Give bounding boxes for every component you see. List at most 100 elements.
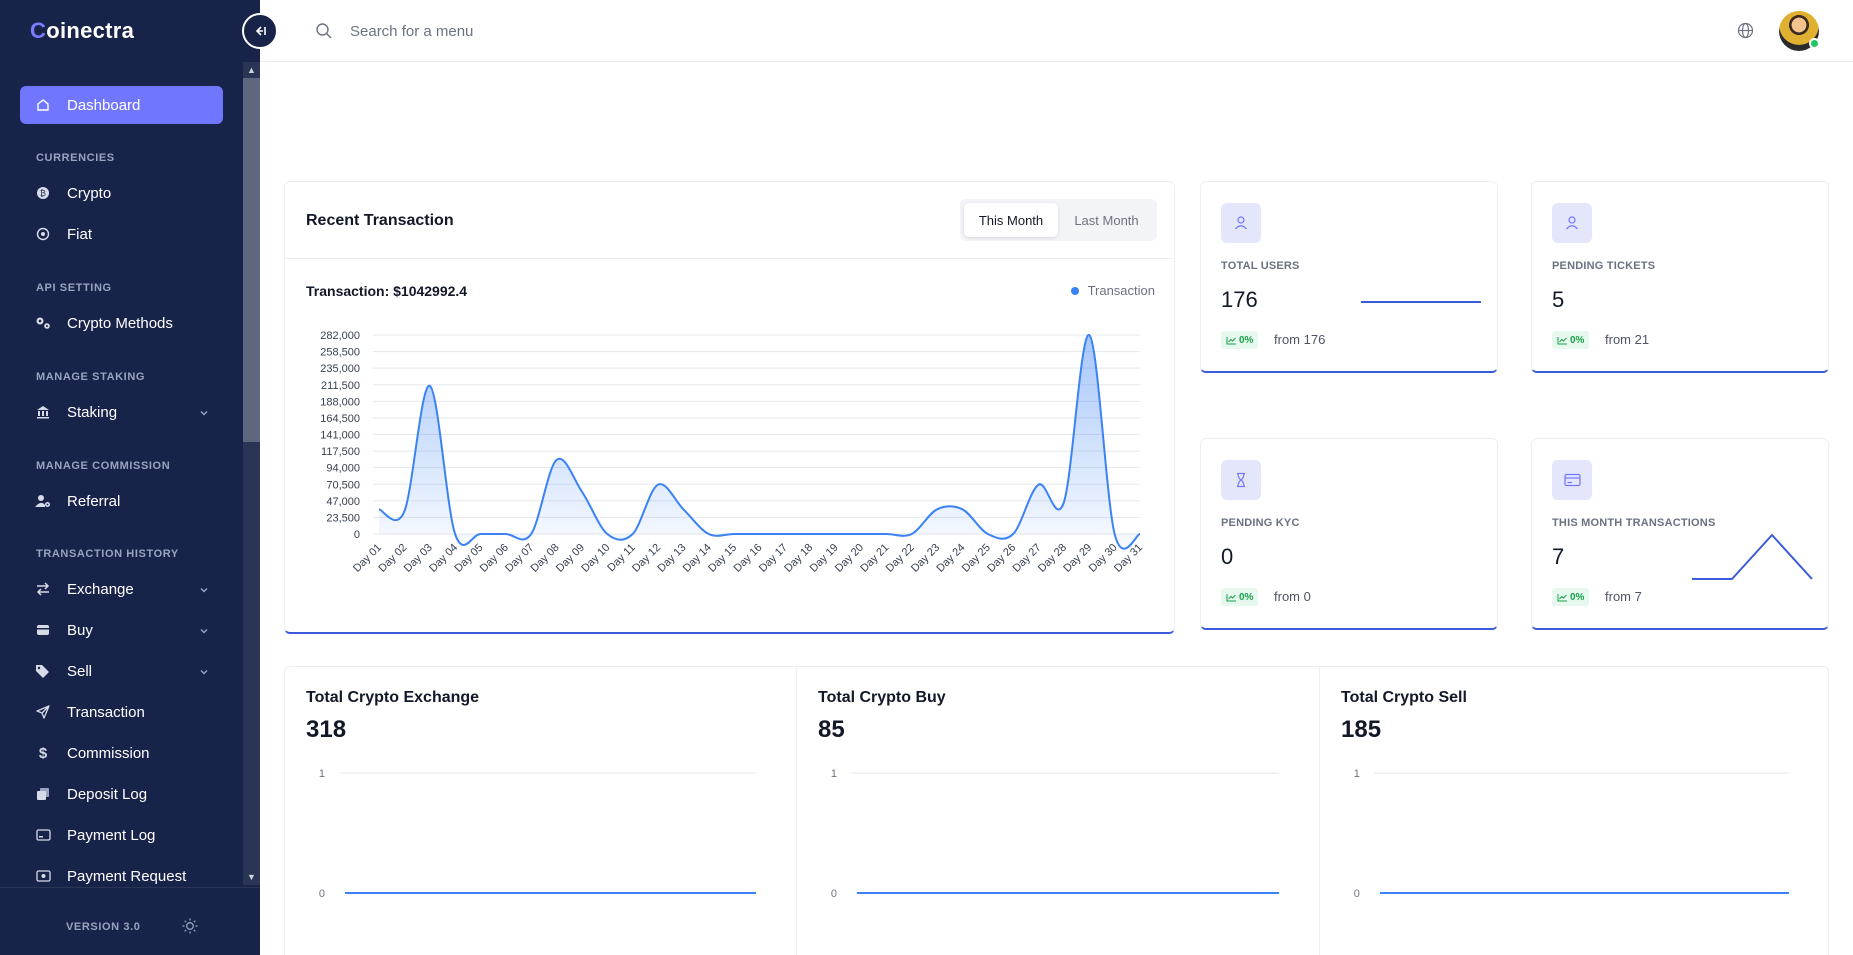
user-icon	[1552, 203, 1592, 243]
card-icon	[34, 826, 52, 844]
y-tick-label: 0	[831, 888, 837, 900]
sun-icon[interactable]	[181, 917, 199, 935]
stat-value: 176	[1221, 287, 1258, 312]
money-bill-icon	[34, 867, 52, 885]
chevron-down-icon	[199, 664, 209, 681]
sidebar-item-referral[interactable]: Referral	[20, 482, 223, 520]
chevron-down-icon	[199, 405, 209, 422]
chevron-down-icon	[199, 623, 209, 640]
y-tick-label: 23,500	[326, 512, 360, 524]
sidebar-item-buy[interactable]: Buy	[20, 611, 223, 649]
y-tick-label: 0	[319, 888, 325, 900]
fiat-coin-icon	[34, 225, 52, 243]
scrollbar-thumb[interactable]	[243, 78, 260, 442]
trend-up-icon	[1557, 593, 1567, 601]
sidebar-item-label: Fiat	[67, 225, 93, 243]
y-tick-label: 47,000	[326, 496, 360, 508]
section-currencies: CURRENCIES	[36, 152, 115, 164]
y-tick-label: 0	[1354, 888, 1360, 900]
panel-title: Total Crypto Buy	[818, 689, 946, 706]
sidebar-item-label: Exchange	[67, 580, 134, 598]
sidebar-collapse-button[interactable]	[242, 13, 278, 49]
search-input[interactable]	[350, 18, 750, 44]
stat-change-value: 0%	[1570, 334, 1585, 346]
stat-label: THIS MONTH TRANSACTIONS	[1552, 517, 1716, 529]
chevron-down-icon	[199, 582, 209, 599]
sidebar-item-crypto[interactable]: ₿ Crypto	[20, 174, 223, 212]
sidebar-item-exchange[interactable]: Exchange	[20, 570, 223, 608]
sidebar-nav: Dashboard CURRENCIES ₿ Crypto Fiat API S…	[0, 62, 243, 885]
y-tick-label: 235,000	[320, 363, 360, 375]
sparkline-this-month-transactions	[1692, 534, 1813, 580]
stat-from: from 0	[1274, 589, 1311, 604]
sidebar-item-payment-request[interactable]: Payment Request	[20, 857, 223, 885]
sidebar-item-dashboard[interactable]: Dashboard	[20, 86, 223, 124]
stat-card-pending-tickets: PENDING TICKETS 5 0% from 21	[1531, 181, 1829, 373]
sidebar-item-label: Payment Request	[67, 867, 187, 885]
stat-value: 7	[1552, 544, 1565, 569]
section-manage-staking: MANAGE STAKING	[36, 371, 146, 383]
total-crypto-buy-chart: 01	[831, 768, 1280, 900]
y-tick-label: 282,000	[320, 330, 360, 342]
home-icon	[34, 96, 52, 114]
tab-this-month[interactable]: This Month	[964, 203, 1058, 237]
user-gear-icon	[34, 492, 52, 510]
sidebar-item-transaction[interactable]: Transaction	[20, 693, 223, 731]
sidebar-item-label: Dashboard	[67, 96, 141, 114]
sidebar-item-fiat[interactable]: Fiat	[20, 215, 223, 253]
chart-legend[interactable]: Transaction	[1070, 283, 1155, 298]
y-tick-label: 0	[354, 529, 360, 541]
scroll-up-icon[interactable]: ▲	[247, 65, 256, 75]
user-icon	[1221, 203, 1261, 243]
sidebar-item-label: Staking	[67, 403, 118, 421]
sidebar-item-label: Deposit Log	[67, 785, 148, 803]
svg-text:₿: ₿	[40, 189, 46, 198]
gears-icon	[34, 314, 52, 332]
sidebar-item-label: Buy	[67, 621, 93, 639]
y-tick-label: 1	[1354, 768, 1360, 780]
topbar	[260, 0, 1853, 62]
stat-change-value: 0%	[1239, 334, 1254, 346]
y-tick-label: 1	[319, 768, 325, 780]
search-icon	[315, 22, 333, 40]
sidebar-item-label: Crypto	[67, 184, 112, 202]
recent-transaction-title: Recent Transaction	[306, 212, 454, 229]
stat-change-badge: 0%	[1552, 588, 1590, 606]
sidebar: Coinectra Dashboard CURRENCIES ₿ Crypto …	[0, 0, 260, 955]
legend-label: Transaction	[1087, 283, 1155, 298]
y-tick-label: 1	[831, 768, 837, 780]
total-crypto-sell-chart: 01	[1354, 768, 1790, 900]
sidebar-item-staking[interactable]: Staking	[20, 393, 223, 431]
sidebar-item-label: Commission	[67, 744, 150, 762]
avatar[interactable]	[1779, 11, 1820, 51]
section-manage-commission: MANAGE COMMISSION	[36, 460, 171, 472]
sidebar-item-label: Crypto Methods	[67, 314, 173, 332]
sidebar-scrollbar[interactable]: ▲ ▼	[243, 62, 260, 885]
sidebar-item-deposit-log[interactable]: Deposit Log	[20, 775, 223, 813]
online-status-dot	[1809, 38, 1820, 49]
sidebar-item-commission[interactable]: $ Commission	[20, 734, 223, 772]
logo-rest: oinectra	[46, 18, 135, 43]
trend-up-icon	[1226, 336, 1236, 344]
globe-icon[interactable]	[1737, 22, 1754, 39]
transaction-total: Transaction: $1042992.4	[306, 283, 468, 299]
sidebar-item-sell[interactable]: Sell	[20, 652, 223, 690]
panel-value: 318	[306, 716, 347, 743]
tab-last-month[interactable]: Last Month	[1074, 212, 1139, 228]
brand-logo[interactable]: Coinectra	[30, 18, 134, 44]
bank-icon	[34, 403, 52, 421]
stat-change-badge: 0%	[1221, 331, 1259, 349]
stat-card-this-month-transactions: THIS MONTH TRANSACTIONS 7 0% from 7	[1531, 438, 1829, 630]
sidebar-item-crypto-methods[interactable]: Crypto Methods	[20, 304, 223, 342]
wallet-icon	[34, 621, 52, 639]
total-users-sparkline	[1361, 301, 1481, 303]
sidebar-item-label: Referral	[67, 492, 121, 510]
sidebar-item-payment-log[interactable]: Payment Log	[20, 816, 223, 854]
y-tick-label: 164,500	[320, 413, 360, 425]
stat-label: TOTAL USERS	[1221, 260, 1300, 272]
scroll-down-icon[interactable]: ▼	[247, 872, 256, 882]
section-transaction-history: TRANSACTION HISTORY	[36, 548, 179, 560]
total-crypto-exchange-chart: 01	[319, 768, 756, 900]
